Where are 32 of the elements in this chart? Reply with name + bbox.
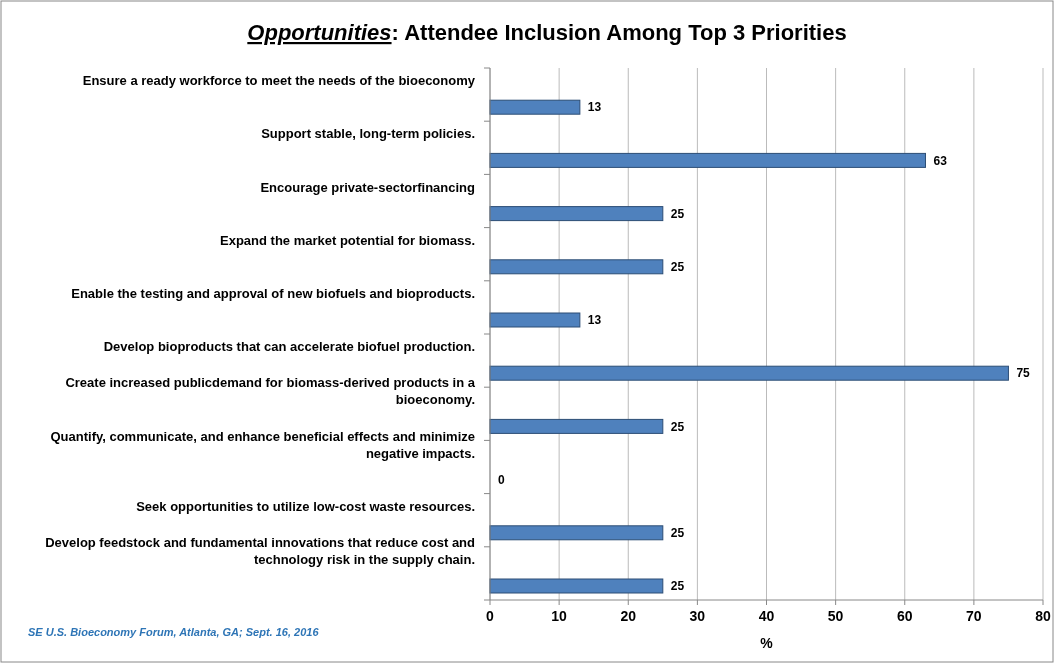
y-tick-label: Enable the testing and approval of new biofuels and bioproducts. xyxy=(71,286,475,301)
data-label: 25 xyxy=(670,419,685,434)
x-tick-label: 80 xyxy=(1035,608,1051,624)
y-tick-label: Create increased publicdemand for biomass-derived products in a bioeconomy. xyxy=(65,375,476,408)
x-tick-label: 10 xyxy=(551,608,568,624)
y-tick-label: Ensure a ready workforce to meet the needs of the bioeconomy xyxy=(82,73,476,89)
y-tick-label: Quantify, communicate, and enhance beneficial effects and minimize negative impacts. xyxy=(50,428,475,461)
x-tick-label: 30 xyxy=(689,608,706,624)
data-label: 13 xyxy=(587,313,602,328)
y-tick-label: Seek opportunities to utilize low-cost waste resources. xyxy=(136,498,475,514)
x-axis-title: % xyxy=(760,635,774,651)
x-tick-label: 60 xyxy=(896,608,913,624)
chart-title: Opportunities: Attendee Inclusion Among Top 3 Priorities xyxy=(247,20,847,45)
text: SE U.S. Bioeconomy Forum, Atlanta, GA; Sept. 16, 2016 xyxy=(28,626,320,638)
y-tick-label: Support stable, long-term policies. xyxy=(261,126,475,142)
data-label: 75 xyxy=(1016,366,1031,381)
y-tick-label: Develop bioproducts that can accelerate biofuel production. xyxy=(103,339,475,355)
x-tick-label: 20 xyxy=(620,608,637,624)
data-label: 13 xyxy=(587,100,602,115)
data-label: 25 xyxy=(670,526,685,540)
data-label: 25 xyxy=(670,206,685,221)
x-tick-label: 40 xyxy=(758,608,775,624)
data-label: 25 xyxy=(670,579,685,594)
y-tick-label: Expand the market potential for biomass. xyxy=(220,232,475,248)
data-label: 0 xyxy=(498,472,505,487)
x-tick-label: 70 xyxy=(966,608,982,624)
y-tick-label: Encourage private-sectorfinancing xyxy=(260,179,476,195)
x-tick-label: 50 xyxy=(827,608,844,624)
x-tick-label: 0 xyxy=(486,608,495,624)
y-tick-label: Develop feedstock and fundamental innovations that reduce cost and technology risk in the supply chain. xyxy=(45,535,476,567)
data-label: 25 xyxy=(670,260,685,274)
data-label: 63 xyxy=(933,153,948,168)
